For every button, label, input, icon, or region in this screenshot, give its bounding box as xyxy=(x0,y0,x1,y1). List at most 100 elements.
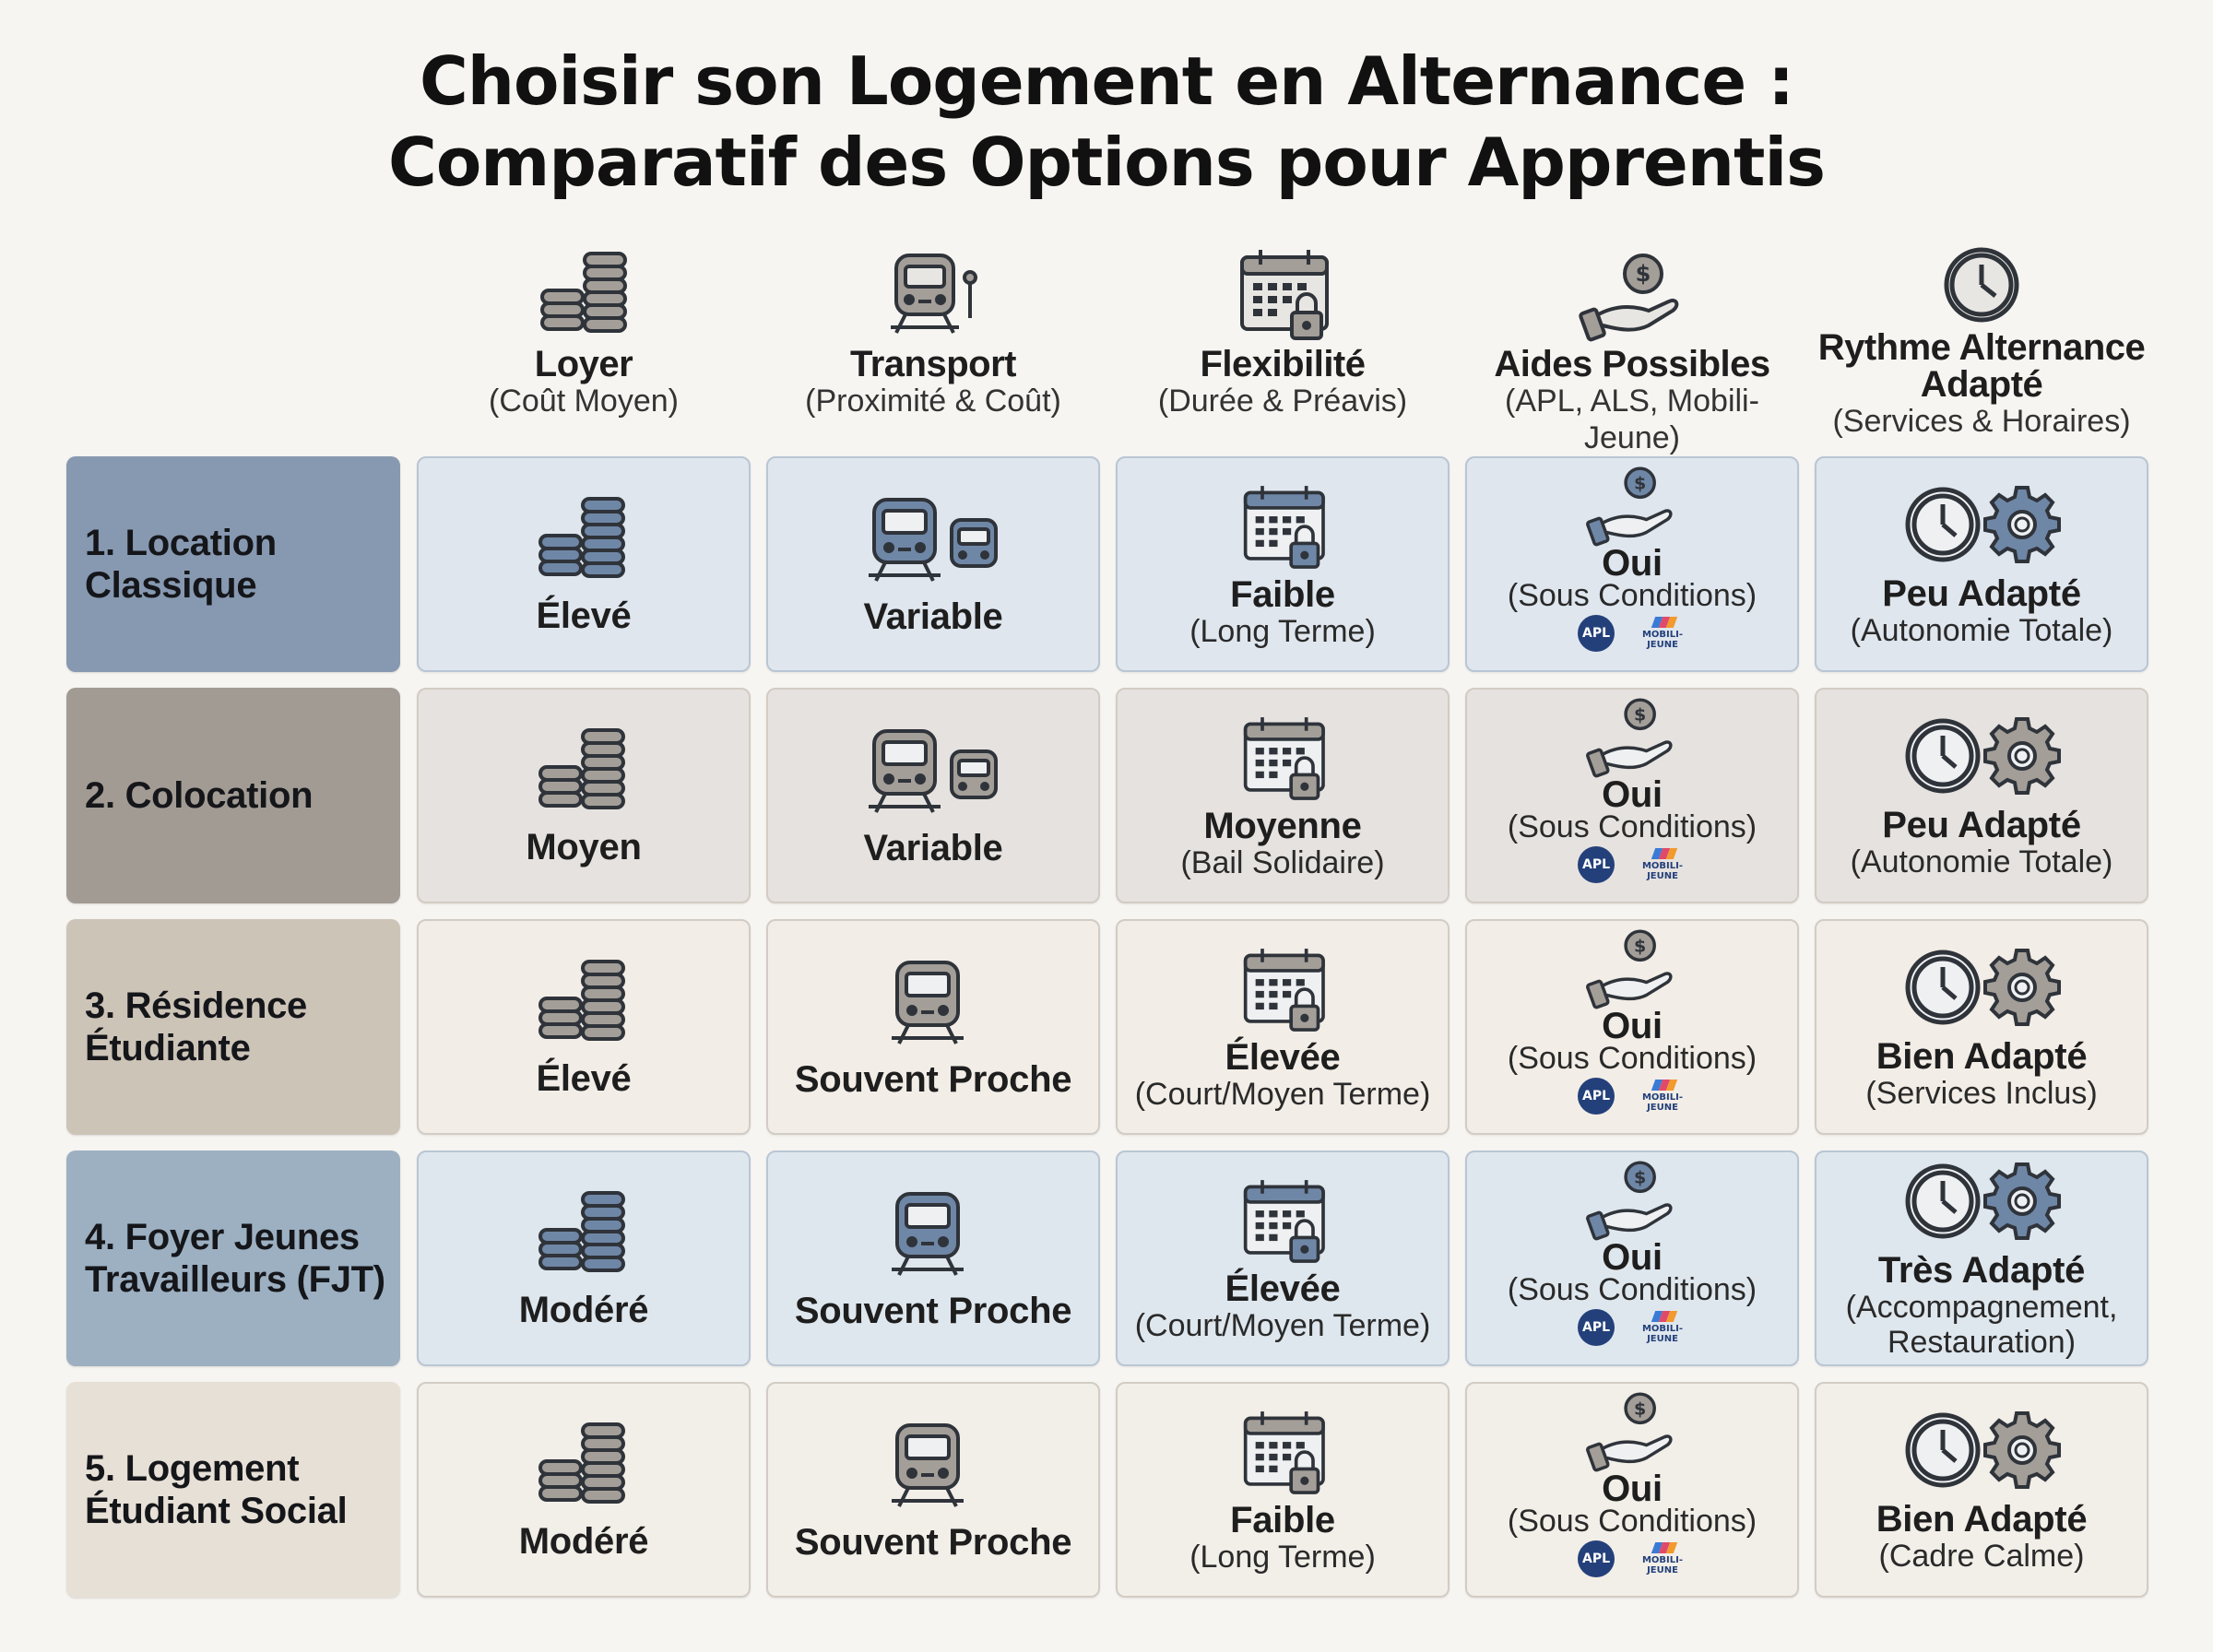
rythme-value: Peu Adapté xyxy=(1882,805,2081,845)
aides-value: Oui xyxy=(1602,1469,1663,1509)
row-label-text: 3. Résidence Étudiante xyxy=(85,985,307,1068)
calendar-lock-icon xyxy=(1243,949,1325,1032)
cell-transport: Variable xyxy=(766,456,1100,672)
rythme-sub: (Accompagnement, Restauration) xyxy=(1845,1290,2118,1360)
aides-sub: (Sous Conditions) xyxy=(1507,1504,1757,1539)
train-icon xyxy=(891,254,977,334)
flex-sub: (Long Terme) xyxy=(1189,1540,1376,1575)
column-header-loyer: Loyer (Coût Moyen) xyxy=(417,244,751,456)
column-sublabel: (APL, ALS, Mobili-Jeune) xyxy=(1505,384,1759,455)
svg-text:$: $ xyxy=(1634,937,1646,957)
flex-sub: (Court/Moyen Terme) xyxy=(1134,1308,1431,1343)
mobili-jeune-logo: MOBILI- JEUNE xyxy=(1639,1078,1686,1115)
hand-money-icon: $ xyxy=(1586,698,1673,778)
mobili-jeune-logo: MOBILI- JEUNE xyxy=(1639,1540,1686,1577)
loyer-value: Élevé xyxy=(536,1058,632,1099)
row-label-3: 3. Résidence Étudiante xyxy=(66,919,400,1135)
jeune-text: JEUNE xyxy=(1647,1334,1678,1344)
row-label-text: 4. Foyer Jeunes Travailleurs (FJT) xyxy=(85,1217,385,1300)
train-icon xyxy=(869,729,998,813)
rythme-value: Bien Adapté xyxy=(1876,1499,2088,1540)
row-label-text: 2. Colocation xyxy=(85,775,314,816)
rythme-value: Peu Adapté xyxy=(1882,573,2081,614)
calendar-lock-icon xyxy=(1243,1180,1325,1263)
cell-rythme: Peu Adapté (Autonomie Totale) xyxy=(1815,688,2148,903)
mobili-text: MOBILI- xyxy=(1641,630,1684,640)
cell-flexibilite: Moyenne (Bail Solidaire) xyxy=(1116,688,1450,903)
calendar-lock-icon xyxy=(1243,717,1325,800)
flex-sub: (Court/Moyen Terme) xyxy=(1134,1077,1431,1112)
rythme-value: Très Adapté xyxy=(1877,1250,2086,1291)
transport-value: Souvent Proche xyxy=(794,1291,1072,1331)
aides-value: Oui xyxy=(1602,774,1663,815)
cell-rythme: Bien Adapté (Services Inclus) xyxy=(1815,919,2148,1135)
aid-badges: APL MOBILI- JEUNE xyxy=(1578,1540,1686,1577)
hand-money-icon: $ xyxy=(1586,929,1673,1009)
cell-aides: $ Oui (Sous Conditions) APL MOBILI- JEUNE xyxy=(1465,1150,1799,1366)
svg-text:$: $ xyxy=(1634,474,1646,494)
cell-transport: Souvent Proche xyxy=(766,919,1100,1135)
flex-sub: (Long Terme) xyxy=(1189,614,1376,649)
aid-badges: APL MOBILI- JEUNE xyxy=(1578,615,1686,652)
rythme-sub: (Autonomie Totale) xyxy=(1850,844,2113,879)
cell-transport: Variable xyxy=(766,688,1100,903)
cell-loyer: Élevé xyxy=(417,919,751,1135)
rythme-sub: (Services Inclus) xyxy=(1865,1076,2098,1111)
title-line-1: Choisir son Logement en Alternance : xyxy=(419,42,1794,120)
coins-icon xyxy=(538,1191,625,1272)
apl-logo: APL xyxy=(1578,1078,1615,1115)
cell-aides: $ Oui (Sous Conditions) APL MOBILI- JEUNE xyxy=(1465,456,1799,672)
clock-gear-icon xyxy=(1905,1411,2061,1489)
cell-loyer: Modéré xyxy=(417,1150,751,1366)
aid-badges: APL MOBILI- JEUNE xyxy=(1578,1078,1686,1115)
train-icon xyxy=(892,961,964,1044)
cell-rythme: Bien Adapté (Cadre Calme) xyxy=(1815,1382,2148,1598)
apl-logo: APL xyxy=(1578,615,1615,652)
clock-gear-icon xyxy=(1905,1162,2061,1240)
column-sublabel: (Durée & Préavis) xyxy=(1157,384,1408,419)
mobili-text: MOBILI- xyxy=(1641,1324,1684,1334)
hand-money-icon: $ xyxy=(1579,254,1679,342)
coins-icon xyxy=(538,960,625,1041)
hand-money-icon: $ xyxy=(1586,1161,1673,1241)
coins-icon xyxy=(538,497,625,578)
flex-sub: (Bail Solidaire) xyxy=(1180,845,1385,880)
cell-loyer: Élevé xyxy=(417,456,751,672)
aid-badges: APL MOBILI- JEUNE xyxy=(1578,846,1686,883)
column-header-transport: Transport (Proximité & Coût) xyxy=(766,244,1100,456)
calendar-lock-icon xyxy=(1243,1411,1325,1494)
column-sublabel: (Proximité & Coût) xyxy=(805,384,1061,419)
loyer-value: Modéré xyxy=(518,1290,649,1330)
mobili-text: MOBILI- xyxy=(1641,1092,1684,1103)
clock-gear-icon xyxy=(1905,486,2061,563)
title-line-2: Comparatif des Options pour Apprentis xyxy=(387,124,1826,201)
cell-loyer: Modéré xyxy=(417,1382,751,1598)
jeune-text: JEUNE xyxy=(1647,871,1678,881)
train-icon xyxy=(892,1192,964,1276)
cell-flexibilite: Élevée (Court/Moyen Terme) xyxy=(1116,919,1450,1135)
clock-gear-icon xyxy=(1905,949,2061,1026)
cell-aides: $ Oui (Sous Conditions) APL MOBILI- JEUNE xyxy=(1465,919,1799,1135)
jeune-text: JEUNE xyxy=(1647,1565,1678,1575)
apl-logo: APL xyxy=(1578,846,1615,883)
cell-flexibilite: Faible (Long Terme) xyxy=(1116,456,1450,672)
aides-value: Oui xyxy=(1602,1006,1663,1046)
cell-aides: $ Oui (Sous Conditions) APL MOBILI- JEUNE xyxy=(1465,688,1799,903)
apl-logo: APL xyxy=(1578,1540,1615,1577)
column-header-aides: $ Aides Possibles (APL, ALS, Mobili-Jeun… xyxy=(1465,244,1799,456)
rythme-sub: (Cadre Calme) xyxy=(1878,1539,2085,1574)
mobili-jeune-logo: MOBILI- JEUNE xyxy=(1639,615,1686,652)
train-icon xyxy=(869,498,998,582)
row-label-1: 1. Location Classique xyxy=(66,456,400,672)
svg-text:$: $ xyxy=(1634,705,1646,726)
clock-gear-icon xyxy=(1905,717,2061,795)
mobili-jeune-logo: MOBILI- JEUNE xyxy=(1639,1309,1686,1346)
column-label: Transport xyxy=(850,344,1016,384)
mobili-text: MOBILI- xyxy=(1641,861,1684,871)
cell-aides: $ Oui (Sous Conditions) APL MOBILI- JEUNE xyxy=(1465,1382,1799,1598)
mobili-text: MOBILI- xyxy=(1641,1555,1684,1565)
clock-icon xyxy=(1944,247,2019,323)
aid-badges: APL MOBILI- JEUNE xyxy=(1578,1309,1686,1346)
cell-transport: Souvent Proche xyxy=(766,1150,1100,1366)
column-label: Aides Possibles xyxy=(1494,344,1770,384)
